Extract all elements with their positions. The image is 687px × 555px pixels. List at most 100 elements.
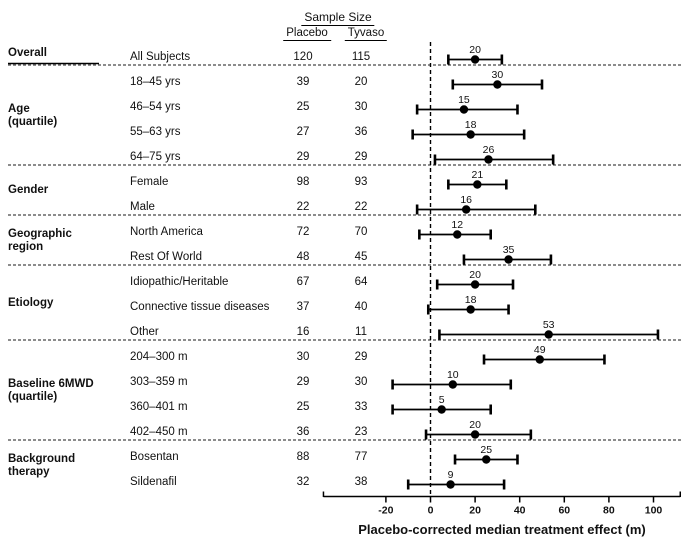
confidence-interval (482, 354, 606, 365)
group-label: therapy (8, 465, 50, 478)
placebo-count: 29 (296, 375, 310, 388)
tyvaso-count: 23 (354, 425, 368, 438)
group-label: region (8, 240, 44, 253)
subgroup-label: Connective tissue diseases (130, 300, 270, 313)
axis-tick-label: 40 (514, 505, 526, 517)
subgroup-label: 303–359 m (130, 375, 188, 388)
confidence-interval (406, 479, 506, 490)
subgroup-label: 204–300 m (130, 350, 188, 363)
confidence-interval (462, 254, 553, 265)
subgroup-label: 402–450 m (130, 425, 188, 438)
point-estimate-marker (453, 230, 462, 239)
placebo-count: 39 (296, 75, 310, 88)
placebo-count: 72 (296, 225, 310, 238)
point-estimate-marker (459, 105, 469, 114)
point-estimate-marker (473, 180, 482, 189)
subgroup-label: All Subjects (130, 50, 191, 63)
subgroup-label: Idiopathic/Heritable (130, 275, 229, 288)
group-label: Baseline 6MWD (8, 377, 94, 390)
confidence-interval (453, 454, 519, 465)
estimate-label: 10 (447, 369, 459, 381)
subgroup-label: 360–401 m (130, 400, 188, 413)
tyvaso-count: 33 (354, 400, 368, 413)
subgroup-label: Bosentan (130, 450, 179, 463)
estimate-label: 53 (543, 319, 555, 331)
point-estimate-marker (448, 380, 457, 389)
subgroup-label: 55–63 yrs (130, 125, 181, 138)
placebo-count: 48 (296, 250, 310, 263)
placebo-count: 67 (296, 275, 310, 288)
placebo-count: 16 (296, 325, 310, 338)
confidence-interval (426, 304, 510, 315)
tyvaso-count: 64 (354, 275, 368, 288)
placebo-count: 120 (293, 50, 313, 63)
estimate-label: 20 (469, 419, 481, 431)
estimate-label: 30 (492, 69, 504, 81)
point-estimate-marker (466, 130, 475, 139)
placebo-count: 25 (296, 100, 310, 113)
placebo-column-header: Placebo (283, 27, 331, 41)
estimate-label: 5 (439, 394, 445, 406)
confidence-interval (424, 429, 533, 440)
confidence-interval (391, 404, 493, 415)
point-estimate-marker (461, 205, 471, 214)
group-label: Geographic (8, 227, 72, 240)
axis-tick-label: 20 (469, 505, 481, 517)
group-label: (quartile) (8, 115, 58, 128)
point-estimate-marker (535, 355, 544, 364)
axis-tick-label: -20 (378, 505, 393, 517)
subgroup-label: Other (130, 325, 159, 338)
subgroup-label: 46–54 yrs (130, 100, 181, 113)
tyvaso-count: 30 (354, 100, 368, 113)
tyvaso-count: 29 (354, 150, 368, 163)
placebo-count: 36 (296, 425, 310, 438)
confidence-interval (415, 204, 537, 215)
tyvaso-count: 36 (354, 125, 368, 138)
estimate-label: 16 (460, 194, 472, 206)
point-estimate-marker (437, 405, 446, 414)
confidence-interval (435, 279, 515, 290)
confidence-interval (411, 129, 526, 140)
placebo-count: 98 (296, 175, 310, 188)
tyvaso-count: 40 (354, 300, 368, 313)
tyvaso-count: 77 (354, 450, 368, 463)
axis-tick-label: 80 (603, 505, 615, 517)
tyvaso-count: 38 (354, 475, 368, 488)
point-estimate-marker (466, 305, 475, 314)
confidence-interval (391, 379, 513, 390)
point-estimate-marker (470, 430, 480, 439)
point-estimate-marker (482, 455, 491, 464)
estimate-label: 20 (469, 269, 481, 281)
estimate-label: 21 (471, 169, 483, 181)
axis-tick-label: 100 (645, 505, 663, 517)
estimate-label: 18 (465, 294, 477, 306)
confidence-interval (447, 54, 504, 65)
group-label: Overall (8, 46, 47, 59)
tyvaso-count: 115 (351, 50, 371, 63)
subgroup-label: Male (130, 200, 155, 213)
group-label: Gender (8, 184, 49, 196)
estimate-label: 15 (458, 94, 470, 106)
estimate-label: 26 (483, 144, 495, 156)
placebo-count: 30 (296, 350, 310, 363)
tyvaso-count: 20 (354, 75, 368, 88)
estimate-label: 12 (451, 219, 463, 231)
point-estimate-marker (504, 255, 513, 264)
placebo-count: 37 (296, 300, 310, 313)
tyvaso-count: 93 (354, 175, 368, 188)
point-estimate-marker (470, 280, 480, 289)
subgroup-label: Sildenafil (130, 475, 177, 488)
tyvaso-count: 45 (354, 250, 368, 263)
confidence-interval (438, 329, 660, 340)
estimate-label: 35 (503, 244, 515, 256)
axis-tick-label: 0 (428, 505, 434, 517)
placebo-count: 22 (296, 200, 310, 213)
sample-size-header: Sample Size (301, 10, 375, 26)
x-axis-title: Placebo-corrected median treatment effec… (358, 522, 646, 537)
tyvaso-count: 30 (354, 375, 368, 388)
placebo-count: 29 (296, 150, 310, 163)
estimate-label: 9 (448, 469, 454, 481)
subgroup-label: Female (130, 175, 169, 188)
tyvaso-column-header: Tyvaso (344, 27, 388, 41)
